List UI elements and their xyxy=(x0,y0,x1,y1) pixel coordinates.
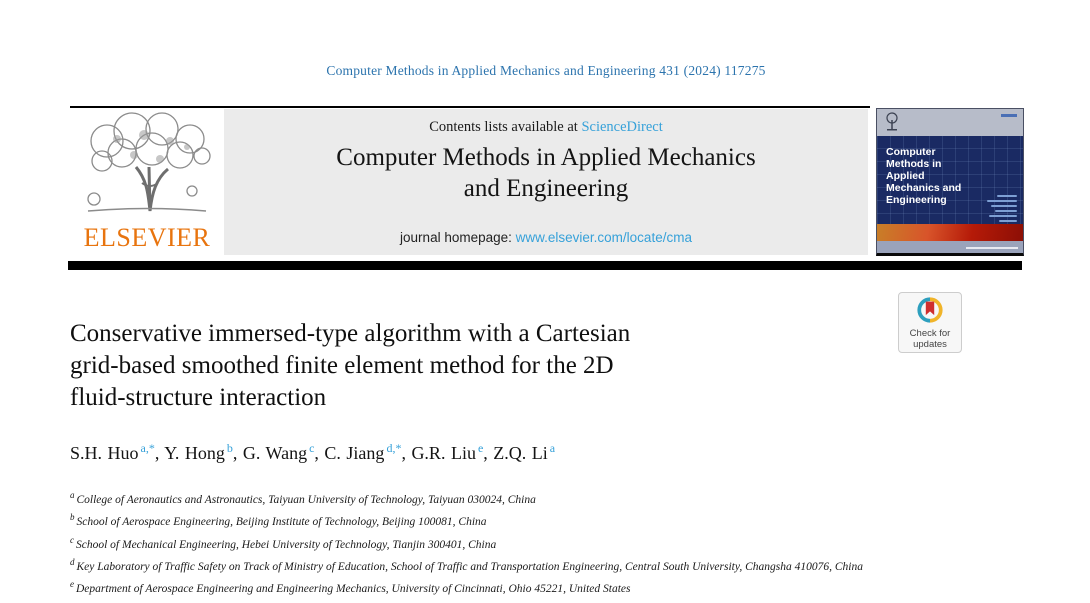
cover-footer-band xyxy=(877,241,1023,253)
author-affil-sup: a,* xyxy=(140,441,155,455)
author-affil-sup: d,* xyxy=(386,441,402,455)
author: Z.Q. Li a xyxy=(493,441,556,463)
author-affil-sup: e xyxy=(477,441,484,455)
homepage-line: journal homepage: www.elsevier.com/locat… xyxy=(224,230,868,245)
author: S.H. Huo a,*, xyxy=(70,441,165,463)
cover-issn-text xyxy=(1001,114,1017,117)
contents-line: Contents lists available at ScienceDirec… xyxy=(224,119,868,136)
cover-swoosh-graphic xyxy=(877,224,1023,241)
cover-footer-url xyxy=(966,247,1018,249)
cover-journal-title: Computer Methods in Applied Mechanics an… xyxy=(886,146,962,206)
journal-title-line2: and Engineering xyxy=(463,175,629,202)
affiliation: c School of Mechanical Engineering, Hebei… xyxy=(70,534,497,551)
contents-prefix: Contents lists available at xyxy=(429,119,582,135)
affiliation: e Department of Aerospace Engineering and… xyxy=(70,579,631,596)
cover-top-band xyxy=(877,109,1023,136)
journal-title-line1: Computer Methods in Applied Mechanics xyxy=(336,144,756,171)
sciencedirect-link[interactable]: ScienceDirect xyxy=(581,119,663,135)
author-list: S.H. Huo a,*, Y. Hong b, G. Wang c, C. Jian… xyxy=(70,441,555,464)
homepage-prefix: journal homepage: xyxy=(400,230,516,245)
homepage-url-link[interactable]: www.elsevier.com/locate/cma xyxy=(515,230,692,245)
affiliation: d Key Laboratory of Traffic Safety on Tra… xyxy=(70,556,863,573)
affiliation-list: a College of Aeronautics and Astronautics… xyxy=(70,487,865,599)
author: Y. Hong b, xyxy=(164,441,243,463)
journal-citation: Computer Methods in Applied Mechanics an… xyxy=(326,63,766,78)
author: C. Jiang d,*, xyxy=(324,441,412,463)
journal-header-banner: Contents lists available at ScienceDirec… xyxy=(224,109,868,255)
journal-cover-thumbnail[interactable]: Computer Methods in Applied Mechanics an… xyxy=(876,108,1024,256)
check-for-updates-badge[interactable]: Check for updates xyxy=(898,292,962,353)
author: G.R. Liu e, xyxy=(411,441,494,463)
header-thick-rule xyxy=(68,261,1022,270)
elsevier-wordmark: ELSEVIER xyxy=(83,223,211,252)
article-title: Conservative immersed-type algorithm wit… xyxy=(70,318,630,414)
elsevier-logo-block: ELSEVIER xyxy=(70,109,224,255)
cover-elsevier-mini-logo xyxy=(886,112,898,131)
author-affil-sup: a xyxy=(549,441,556,455)
author-affil-sup: b xyxy=(226,441,233,455)
article-title-line: fluid-structure interaction xyxy=(70,384,327,411)
affiliation: b School of Aerospace Engineering, Beijin… xyxy=(70,512,487,529)
article-title-line: Conservative immersed-type algorithm wit… xyxy=(70,320,631,347)
check-updates-icon xyxy=(917,297,943,323)
elsevier-tree-icon xyxy=(87,112,211,212)
author: G. Wang c, xyxy=(242,441,325,463)
affiliation: a College of Aeronautics and Astronautics… xyxy=(70,490,536,506)
header-top-rule xyxy=(70,106,870,108)
author-affil-sup: c xyxy=(309,441,315,455)
article-title-line: grid-based smoothed finite element metho… xyxy=(70,352,614,379)
check-updates-label: Check for updates xyxy=(909,328,951,350)
journal-title: Computer Methods in Applied Mechanics an… xyxy=(224,142,868,204)
